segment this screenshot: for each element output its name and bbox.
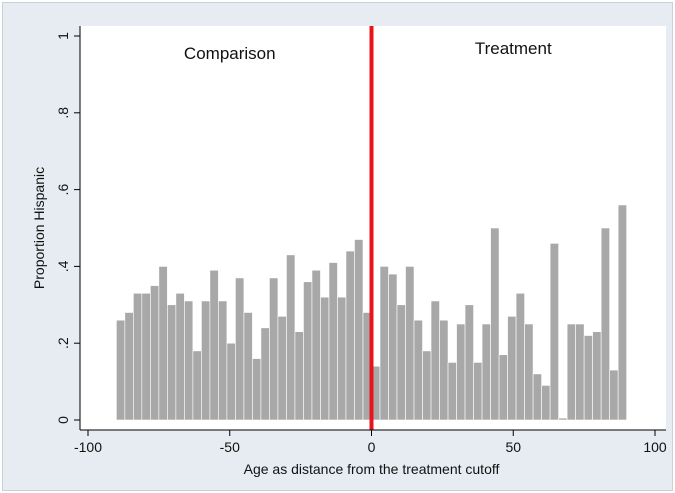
histogram-bar-19	[277, 316, 287, 421]
histogram-bar-43	[481, 323, 491, 421]
histogram-bar-32	[388, 273, 398, 421]
histogram-bar-2	[133, 292, 143, 421]
histogram-bar-49	[532, 373, 542, 421]
histogram-bar-13	[226, 342, 236, 421]
x-tick-label: -100	[74, 439, 102, 455]
histogram-bar-8	[184, 300, 194, 421]
histogram-bar-58	[609, 369, 619, 421]
histogram-bar-35	[413, 319, 423, 421]
y-tick-label: .2	[55, 337, 71, 349]
histogram-bar-40	[456, 323, 466, 421]
histogram-bar-1	[124, 312, 134, 421]
histogram-bar-57	[600, 227, 610, 421]
histogram-bar-22	[303, 281, 313, 421]
x-axis-title: Age as distance from the treatment cutof…	[244, 461, 500, 477]
histogram-bar-20	[286, 254, 296, 421]
histogram-bar-26	[337, 296, 347, 421]
histogram-bar-3	[141, 292, 151, 421]
histogram-bar-51	[549, 243, 559, 421]
histogram-bar-48	[524, 323, 534, 421]
histogram-bar-16	[252, 358, 262, 421]
histogram-bar-11	[209, 269, 219, 421]
histogram-bar-31	[379, 266, 389, 421]
histogram-bar-9	[192, 350, 202, 421]
histogram-bar-38	[439, 319, 449, 421]
x-tick-label: 50	[505, 439, 521, 455]
histogram-bar-54	[575, 323, 585, 421]
histogram-bar-7	[175, 292, 185, 421]
histogram-bar-28	[354, 239, 364, 421]
y-tick-label: 0	[55, 416, 71, 424]
histogram-bar-21	[294, 331, 304, 421]
histogram-bar-56	[592, 331, 602, 421]
histogram-bar-46	[507, 316, 517, 421]
histogram-bar-52	[558, 417, 568, 421]
histogram-bar-6	[167, 304, 177, 421]
histogram-bar-25	[328, 262, 338, 421]
treatment-annotation: Treatment	[475, 39, 552, 58]
histogram-bar-12	[218, 300, 228, 421]
histogram-bar-42	[473, 362, 483, 421]
histogram-bar-15	[243, 312, 253, 421]
histogram-bar-23	[311, 269, 321, 421]
histogram-bar-0	[116, 319, 126, 421]
histogram-bar-41	[464, 304, 474, 421]
histogram-bar-10	[201, 300, 211, 421]
histogram-bar-39	[447, 362, 457, 421]
histogram-bar-33	[396, 304, 406, 421]
comparison-annotation: Comparison	[184, 44, 276, 63]
histogram-bar-5	[158, 266, 168, 421]
x-tick-label: -50	[220, 439, 240, 455]
histogram-bar-37	[430, 300, 440, 421]
histogram-bar-47	[515, 292, 525, 421]
histogram-bar-34	[405, 266, 415, 421]
histogram-bar-44	[490, 227, 500, 421]
histogram-bar-45	[498, 354, 508, 421]
y-tick-label: .4	[55, 260, 71, 272]
histogram-bar-18	[269, 277, 279, 421]
y-tick-label: .6	[55, 184, 71, 196]
x-tick-label: 0	[368, 439, 376, 455]
axes-layer: -100 -50 0 50 100 0 .2 .4 .6 .8 1	[55, 26, 667, 455]
histogram-bar-14	[235, 277, 245, 421]
histogram-bar-17	[260, 327, 270, 421]
histogram-bar-50	[541, 385, 551, 421]
histogram-bar-59	[617, 204, 627, 421]
histogram-bar-36	[422, 350, 432, 421]
histogram-bar-4	[150, 285, 160, 421]
histogram-bar-53	[566, 323, 576, 421]
y-tick-label: .8	[55, 107, 71, 119]
y-axis-title: Proportion Hispanic	[31, 167, 47, 289]
x-tick-label: 100	[643, 439, 667, 455]
bars-layer	[116, 204, 627, 421]
histogram-bar-27	[345, 250, 355, 421]
histogram-bar-55	[583, 335, 593, 421]
histogram-bar-24	[320, 296, 330, 421]
y-tick-label: 1	[55, 32, 71, 40]
